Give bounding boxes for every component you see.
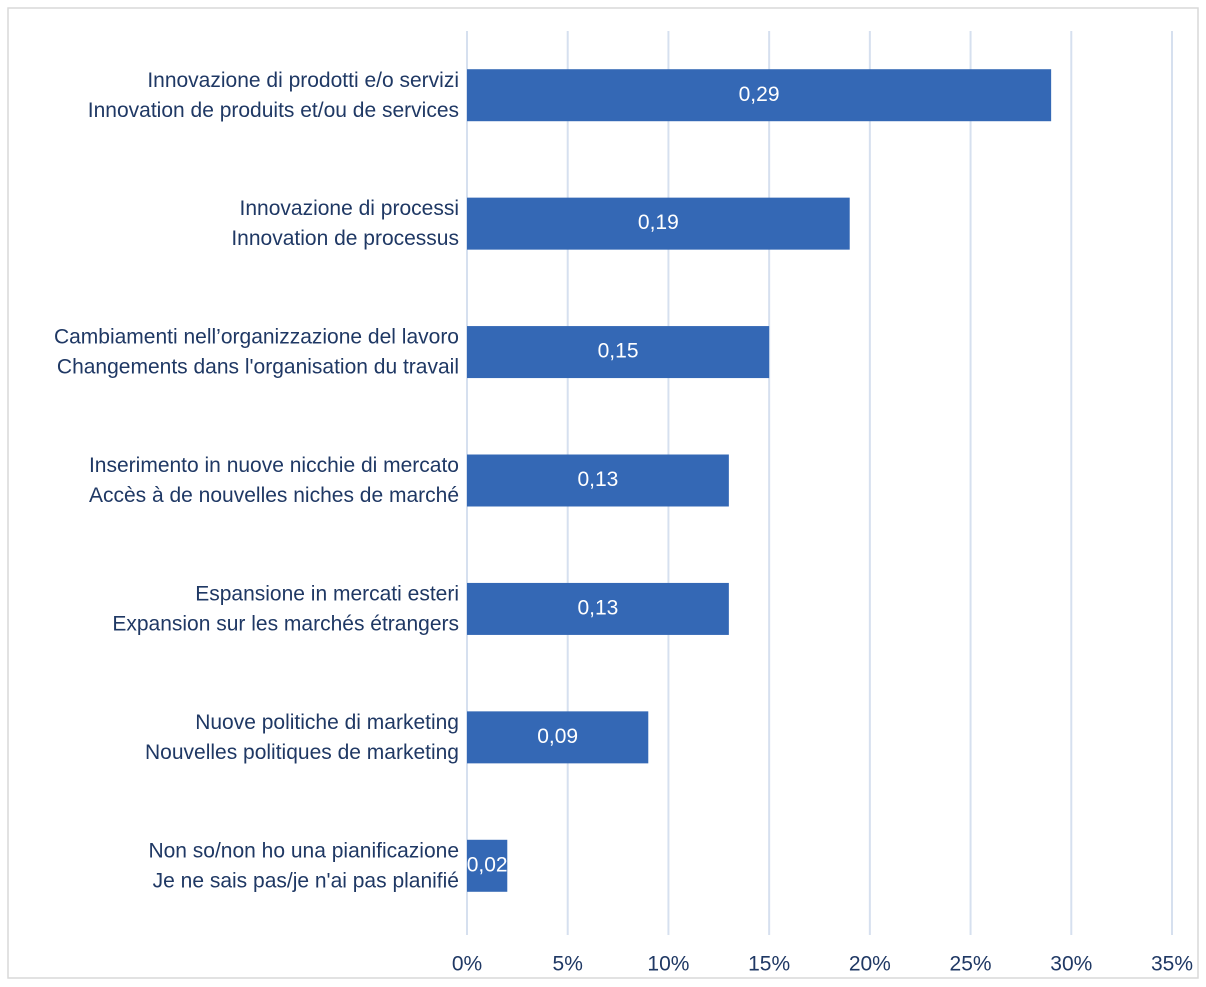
x-tick-label: 25% xyxy=(950,953,992,976)
data-label: 0,19 xyxy=(638,211,679,234)
bar xyxy=(467,582,729,635)
bar xyxy=(467,839,508,892)
y-tick-label: Espansione in mercati esteri xyxy=(195,582,459,605)
y-tick-label: Innovazione di prodotti e/o servizi xyxy=(147,69,459,92)
bar xyxy=(467,69,1052,122)
y-tick-label: Non so/non ho una pianificazione xyxy=(148,839,459,862)
y-tick-label: Nuove politiche di marketing xyxy=(195,711,459,734)
x-tick-label: 30% xyxy=(1050,953,1092,976)
y-tick-label: Accès à de nouvelles niches de marché xyxy=(89,484,459,507)
y-tick-label: Changements dans l'organisation du trava… xyxy=(57,356,459,379)
y-tick-label: Innovation de processus xyxy=(231,227,459,250)
y-tick-label: Cambiamenti nell’organizzazione del lavo… xyxy=(54,326,459,349)
y-tick-label: Innovazione di processi xyxy=(240,197,459,220)
data-label: 0,29 xyxy=(739,83,780,106)
bar xyxy=(467,711,649,764)
y-tick-label: Je ne sais pas/je n'ai pas planifié xyxy=(153,869,459,892)
x-tick-label: 10% xyxy=(647,953,689,976)
data-label: 0,13 xyxy=(577,468,618,491)
y-tick-label: Innovation de produits et/ou de services xyxy=(88,99,459,122)
data-label: 0,15 xyxy=(598,340,639,363)
y-tick-label: Inserimento in nuove nicchie di mercato xyxy=(89,454,459,477)
x-tick-label: 0% xyxy=(452,953,482,976)
y-tick-label: Expansion sur les marchés étrangers xyxy=(112,612,459,635)
x-tick-label: 35% xyxy=(1151,953,1193,976)
y-tick-label: Nouvelles politiques de marketing xyxy=(145,741,459,764)
x-tick-label: 20% xyxy=(849,953,891,976)
data-label: 0,13 xyxy=(577,596,618,619)
data-label: 0,02 xyxy=(467,853,508,876)
bar xyxy=(467,326,770,379)
x-tick-label: 5% xyxy=(553,953,583,976)
bar xyxy=(467,454,729,507)
x-tick-label: 15% xyxy=(748,953,790,976)
bar xyxy=(467,197,850,250)
data-label: 0,09 xyxy=(537,725,578,748)
